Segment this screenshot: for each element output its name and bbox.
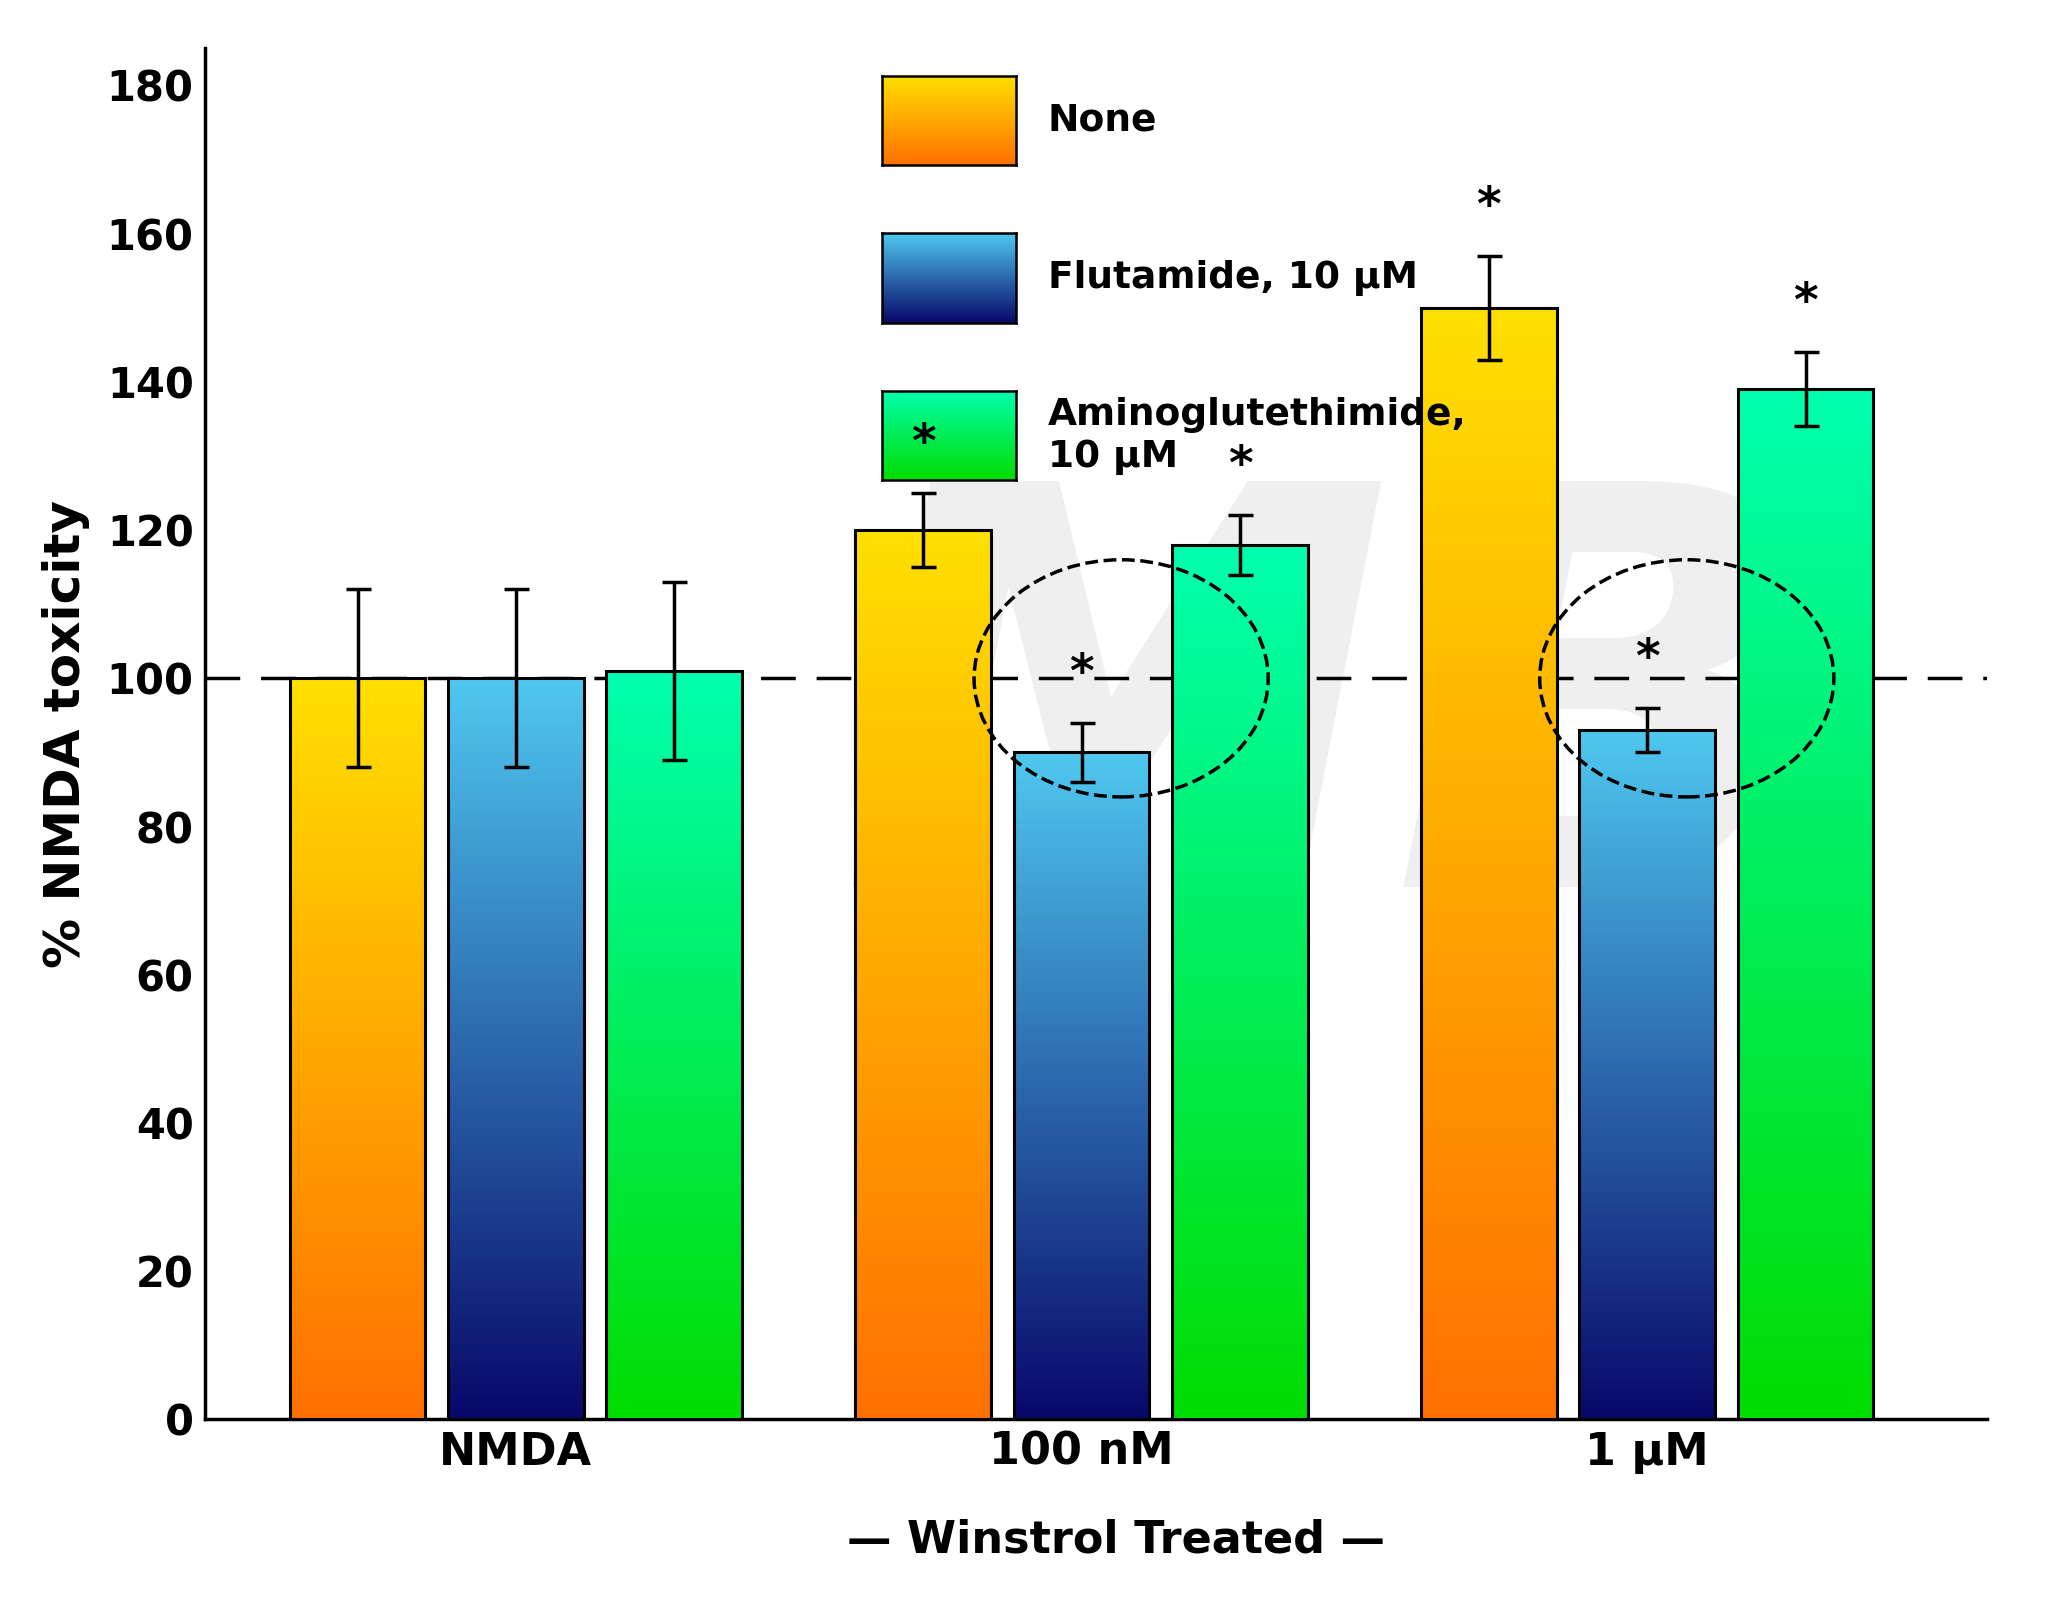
Text: — Winstrol Treated —: — Winstrol Treated — [848, 1519, 1384, 1561]
Bar [289, 679, 426, 1419]
Bar [1171, 545, 1309, 1419]
Bar [1014, 752, 1149, 1419]
Text: Flutamide, 10 μM: Flutamide, 10 μM [1049, 260, 1417, 297]
Text: *: * [1634, 637, 1659, 682]
Bar [856, 531, 991, 1419]
Bar [1579, 731, 1714, 1419]
Text: Aminoglutethimide,
10 μM: Aminoglutethimide, 10 μM [1049, 397, 1466, 474]
Text: *: * [1794, 281, 1819, 326]
Text: *: * [911, 423, 936, 468]
Text: None: None [1049, 102, 1157, 139]
Text: MB: MB [840, 465, 1815, 1003]
Text: *: * [1477, 185, 1501, 231]
Y-axis label: % NMDA toxicity: % NMDA toxicity [43, 500, 90, 968]
Bar [1737, 389, 1874, 1419]
Text: *: * [1069, 652, 1094, 697]
Text: *: * [1227, 444, 1251, 489]
Bar [449, 679, 584, 1419]
Bar [1421, 308, 1556, 1419]
Bar [606, 671, 741, 1419]
